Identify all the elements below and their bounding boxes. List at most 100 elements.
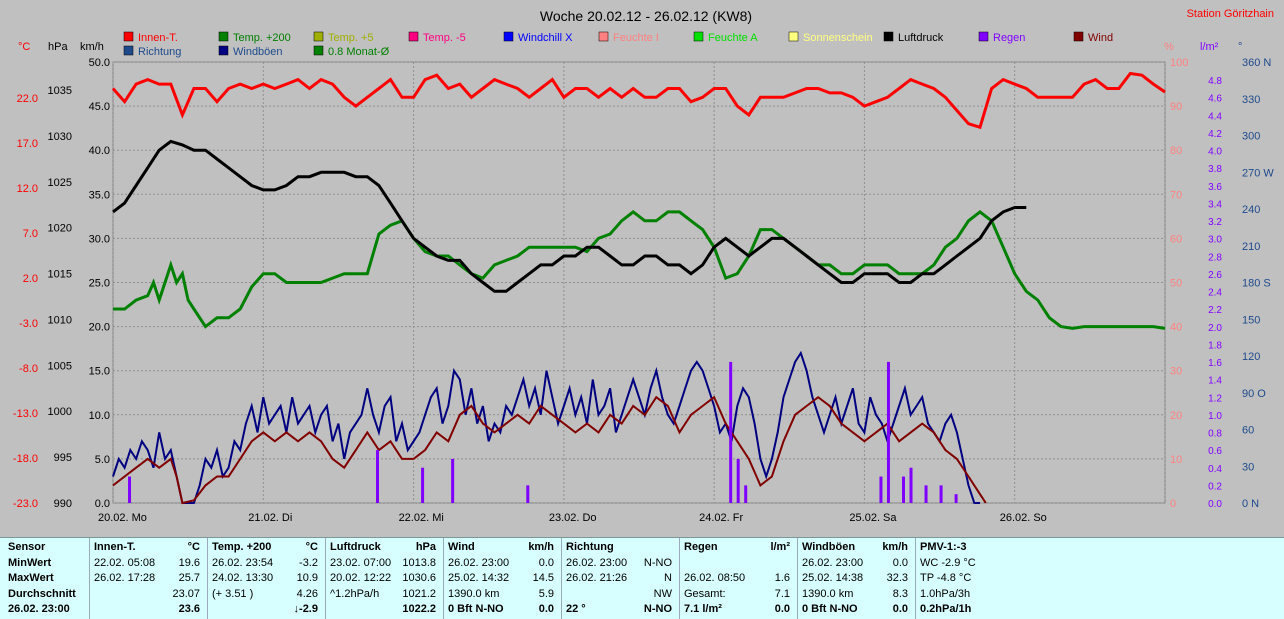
celsius-unit: °C [18,41,30,53]
station-name: Station Göritzhain [1187,8,1274,20]
legend-swatch [503,31,514,42]
pressure-tick: 1005 [48,360,72,372]
stats-separator [561,538,562,619]
stats-header: PMV-1:-3 [920,541,967,553]
legend-swatch [218,45,229,56]
rain-tick: 0.0 [1208,499,1222,510]
stats-row: WC -2.9 °C [920,556,976,569]
series-wind [112,395,987,505]
celsius-tick: -8.0 [19,363,38,375]
rain-tick: 0.8 [1208,429,1222,440]
stats-row: ↓-2.9 [293,603,318,615]
legend-label: Richtung [138,46,181,58]
direction-tick: 240 [1242,204,1260,216]
rain-bar [729,361,733,503]
stats-richtung: Richtung 26.02. 23:00 N-NO 26.02. 21:26 N NW 2… [566,540,672,618]
wind-tick: 10.0 [89,410,110,422]
humidity-unit: % [1164,41,1174,53]
rain-bar [909,467,913,503]
celsius-tick: -3.0 [19,318,38,330]
rain-tick: 0.4 [1208,464,1222,475]
rain-tick: 2.6 [1208,270,1222,281]
wind-tick: 45.0 [89,101,110,113]
legend-label: Temp. -5 [423,32,466,44]
pressure-tick: 990 [54,498,72,510]
stats-row: 7.1 l/m² 0.0 [684,603,790,615]
stats-innen: Innen-T. °C 22.02. 05:08 19.6 26.02. 17:28 25… [94,540,200,618]
rain-bar [451,458,455,503]
rain-tick: 4.2 [1208,129,1222,140]
legend-label: Sonnenschein [803,32,873,44]
stats-row: 23.07 [172,587,200,600]
rain-tick: 4.4 [1208,111,1222,122]
direction-tick: 150 [1242,314,1260,326]
day-label: 22.02. Mi [399,512,444,524]
stats-row: 1022.2 [402,603,436,615]
rain-tick: 3.4 [1208,199,1222,210]
wind-tick: 20.0 [89,322,110,334]
stats-header: Sensor [8,541,46,553]
stats-row: 0 Bft N-NO 0.0 [802,603,908,615]
stats-separator [443,538,444,619]
stats-row: MinWert [8,556,52,569]
legend-label: Temp. +200 [233,32,291,44]
pressure-tick: 995 [54,452,72,464]
day-labels: 20.02. Mo 21.02. Di 22.02. Mi 23.02. Do 24.0… [98,512,1047,524]
wind-tick: 30.0 [89,233,110,245]
stats-row: 0.2hPa/1h [920,603,972,615]
direction-tick: 30 [1242,461,1254,473]
legend-swatch [408,31,419,42]
stats-header: Temp. +200 °C [212,541,318,553]
stats-header: Regen l/m² [684,541,790,553]
series-windb-en [112,350,980,504]
rain-bar [902,476,905,503]
day-label: 25.02. Sa [849,512,897,524]
stats-row: ^1.2hPa/h 1021.2 [330,587,436,600]
rain-tick: 3.0 [1208,235,1222,246]
rain-tick: 0.2 [1208,481,1222,492]
series-layer [111,71,1166,505]
rain-bar [886,361,890,503]
direction-tick: 120 [1242,351,1260,363]
wind-tick: 50.0 [89,57,110,69]
pressure-tick: 1030 [48,131,72,143]
stats-row: 23.6 [178,603,200,615]
rain-bar [421,467,425,503]
stats-separator [679,538,680,619]
pressure-tick: 1025 [48,177,72,189]
legend-swatch [598,31,609,42]
legend: Innen-T. Temp. +200 Temp. +5 Temp. -5 Windch… [123,31,1113,58]
stats-row: 26.02. 23:00 0.0 [448,556,554,569]
stats-windboen: Windböen km/h 26.02. 23:00 0.0 25.02. 14:38 3… [802,540,908,618]
celsius-tick: 17.0 [17,138,38,150]
stats-row: TP -4.8 °C [920,572,972,584]
legend-swatch [788,31,799,42]
day-label: 26.02. So [1000,512,1047,524]
stats-row: 26.02. 23:00 0.0 [802,556,908,569]
stats-row: 0 Bft N-NO 0.0 [448,603,554,615]
legend-label: Windböen [233,46,283,58]
rain-tick: 2.2 [1208,305,1222,316]
direction-tick: 60 [1242,425,1254,437]
rain-tick: 1.8 [1208,340,1222,351]
direction-tick: 300 [1242,131,1260,143]
rain-tick: 2.8 [1208,252,1222,263]
direction-tick: 0 N [1242,498,1259,510]
legend-label: Temp. +5 [328,32,374,44]
rain-tick: 1.2 [1208,393,1222,404]
rain-bar [526,485,530,503]
legend-swatch [883,31,894,42]
stats-wind: Wind km/h 26.02. 23:00 0.0 25.02. 14:32 14.5 1… [448,540,554,618]
series-temp-200 [113,210,1166,330]
rain-bar [128,476,132,503]
rain-tick: 3.6 [1208,182,1222,193]
legend-swatch [313,31,324,42]
celsius-tick: 2.0 [23,273,38,285]
humidity-tick: 100 [1170,57,1188,69]
rain-tick: 0.6 [1208,446,1222,457]
stats-row: MaxWert [8,572,54,584]
stats-row: Durchschnitt [8,587,76,600]
humidity-tick: 30 [1170,366,1182,378]
celsius-tick: 7.0 [23,228,38,240]
stats-row: 26.02. 23:00 [8,603,70,615]
